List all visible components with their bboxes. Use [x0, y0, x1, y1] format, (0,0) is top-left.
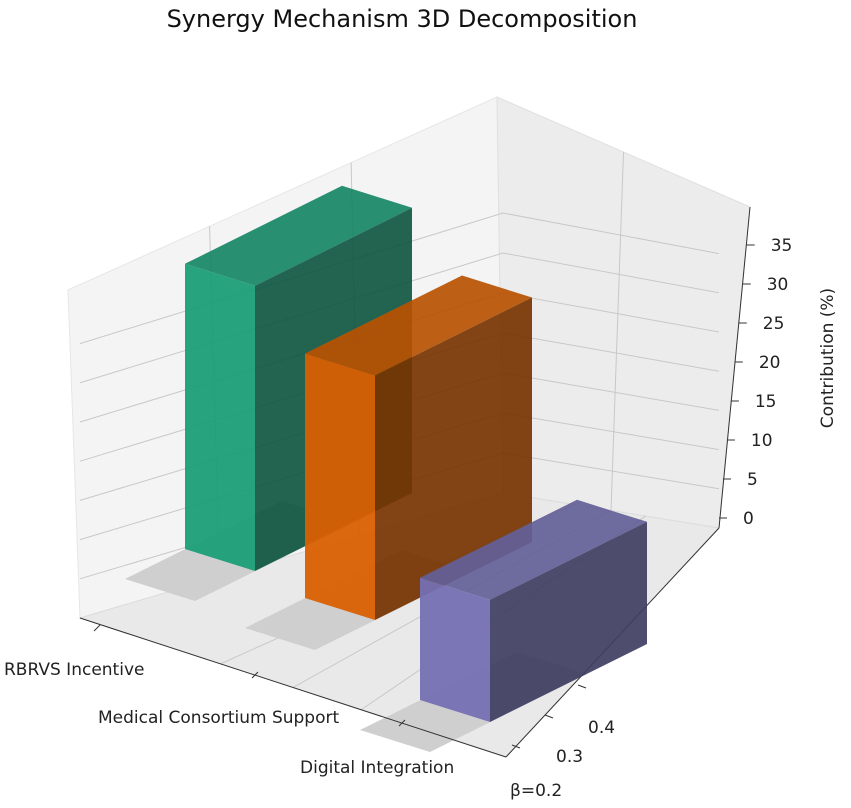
z-tick-label: 20 — [759, 353, 781, 373]
bars — [185, 185, 647, 722]
beta-tick — [511, 744, 521, 749]
bar-top-face — [305, 275, 532, 376]
beta-tick-label: 0.4 — [588, 718, 615, 738]
z-tick-label: 0 — [743, 509, 754, 529]
bar-front-face — [420, 577, 490, 722]
beta-tick — [577, 684, 587, 689]
category-ticks: RBRVS Incentive Medical Consortium Suppor… — [4, 624, 454, 778]
y-gridline — [610, 151, 624, 511]
bar-top-face — [420, 499, 647, 600]
beta-tick — [544, 714, 554, 719]
bar-front-face — [305, 353, 375, 620]
bar-3 — [420, 499, 647, 722]
category-tick-label: Medical Consortium Support — [98, 708, 339, 728]
beta-tick-label: 0.3 — [556, 747, 583, 767]
z-tick-label: 30 — [767, 275, 789, 295]
category-tick-label: RBRVS Incentive — [4, 660, 144, 680]
bar-2 — [305, 275, 532, 620]
z-tick-label: 35 — [771, 236, 793, 256]
bar-side-face — [375, 297, 532, 620]
category-tick — [93, 624, 101, 632]
category-tick-label: Digital Integration — [300, 758, 454, 778]
bar-front-face — [185, 263, 255, 571]
bar-top-face — [185, 185, 412, 286]
beta-ticks: β=0.2 0.30.4 — [510, 684, 615, 801]
category-tick — [398, 719, 406, 727]
chart-title: Synergy Mechanism 3D Decomposition — [167, 5, 638, 33]
bar-side-face — [490, 521, 647, 722]
category-tick — [251, 671, 259, 679]
z-axis-label: Contribution (%) — [818, 288, 838, 428]
z-ticks: 0 5 10 15 20 25 30 35 — [719, 236, 792, 529]
z-axis-line — [718, 206, 751, 529]
beta-tick-label: β=0.2 — [510, 781, 562, 801]
z-tick-label: 15 — [755, 392, 777, 412]
z-tick-label: 25 — [763, 314, 785, 334]
category-axis-line — [79, 617, 507, 758]
z-tick-label: 5 — [747, 470, 758, 490]
z-tick-label: 10 — [751, 431, 773, 451]
